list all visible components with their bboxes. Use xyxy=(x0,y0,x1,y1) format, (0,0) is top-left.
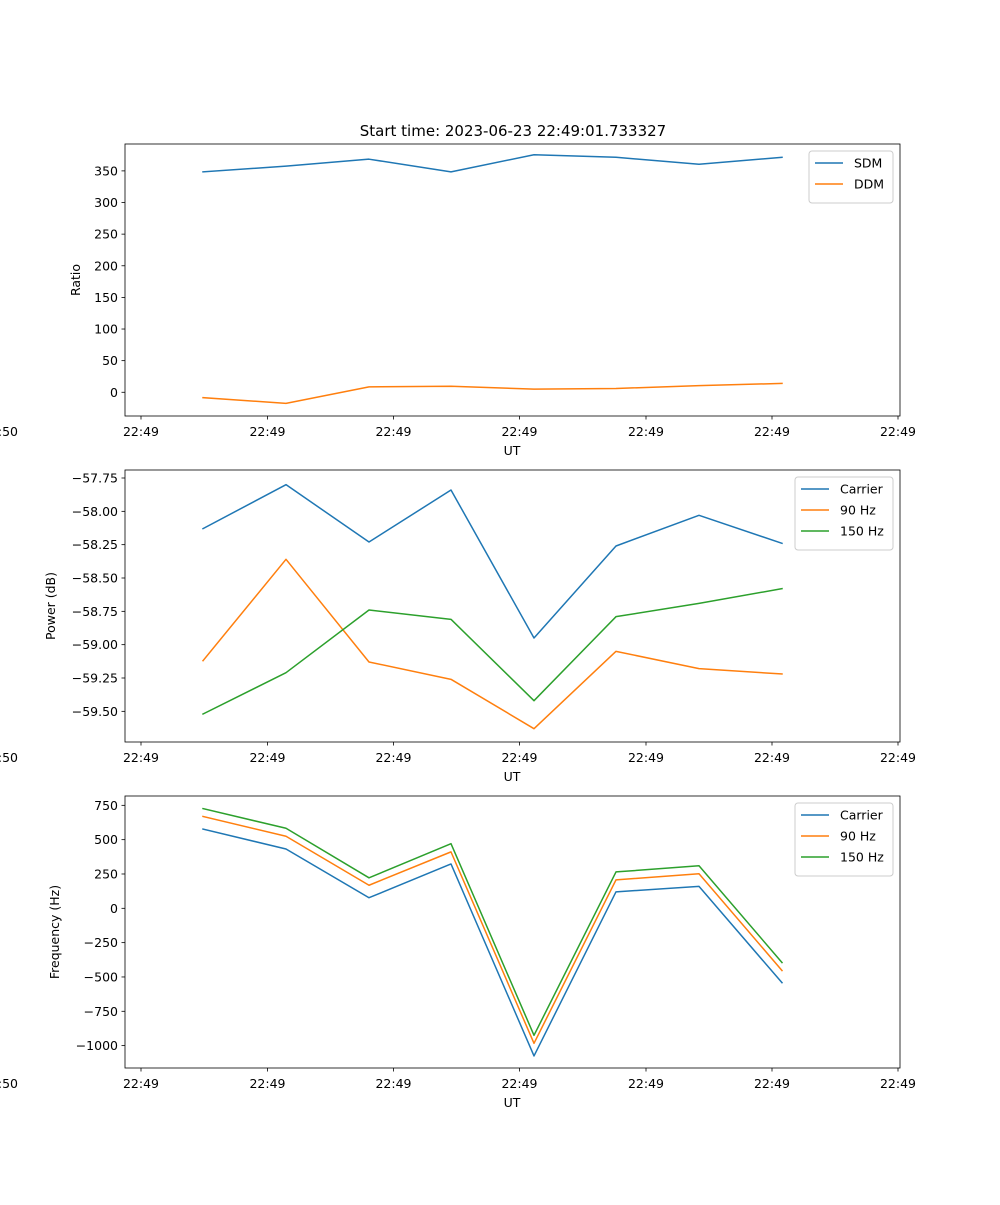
y-tick-label: −58.75 xyxy=(72,604,118,619)
y-tick-label: 200 xyxy=(94,258,118,273)
y-tick-label: 0 xyxy=(110,385,118,400)
legend-label: DDM xyxy=(854,177,884,192)
x-tick-label: 22:49 xyxy=(249,750,285,765)
legend-label: 90 Hz xyxy=(840,503,876,518)
x-axis-label: UT xyxy=(504,1095,521,1110)
panels: 0 50 100 150 200 250 300 350 22:49 22:49 22:49 22:4… xyxy=(0,143,916,1110)
y-tick-label: −57.75 xyxy=(72,471,118,486)
x-tick-label: 22:49 xyxy=(754,750,790,765)
x-tick-label: 22:49 xyxy=(123,750,159,765)
x-tick-label: 22:49 xyxy=(880,424,916,439)
y-tick-label: 250 xyxy=(94,866,118,881)
y-axis-label: Power (dB) xyxy=(43,572,58,640)
legend-label: 150 Hz xyxy=(840,524,884,539)
legend-label: Carrier xyxy=(840,482,884,497)
x-tick-label: 22:49 xyxy=(501,1076,537,1091)
series-line-90-hz xyxy=(202,815,784,1045)
axes-frame xyxy=(124,795,901,1069)
y-tick-label: 0 xyxy=(110,901,118,916)
legend-label: 90 Hz xyxy=(840,829,876,844)
series-line-carrier xyxy=(202,828,784,1057)
series-line-ddm xyxy=(202,382,783,405)
legend-box xyxy=(808,150,894,204)
y-tick-label: −58.00 xyxy=(72,504,118,519)
legend-label: SDM xyxy=(854,156,882,171)
y-tick-label: 300 xyxy=(94,195,118,210)
x-tick-label: 22:49 xyxy=(880,1076,916,1091)
y-tick-label: −250 xyxy=(84,935,118,950)
x-tick-label: 22:49 xyxy=(375,1076,411,1091)
y-tick-label: 500 xyxy=(94,832,118,847)
x-tick-label: 22:49 xyxy=(249,1076,285,1091)
y-tick-label: 150 xyxy=(94,290,118,305)
y-tick-label: −1000 xyxy=(76,1038,118,1053)
x-tick-label: 22:49 xyxy=(880,750,916,765)
chart-title: Start time: 2023-06-23 22:49:01.733327 xyxy=(360,122,666,140)
y-tick-label: −59.25 xyxy=(72,671,118,686)
x-tick-label: 22:49 xyxy=(375,424,411,439)
legend-label: Carrier xyxy=(840,808,884,823)
y-tick-label: 50 xyxy=(102,353,118,368)
axes-frame xyxy=(124,469,901,743)
x-tick-label: 22:49 xyxy=(628,750,664,765)
legend: Carrier 90 Hz 150 Hz xyxy=(794,476,894,551)
y-axis-label: Frequency (Hz) xyxy=(47,885,62,979)
y-tick-label: 100 xyxy=(94,322,118,337)
x-tick-label: 22:49 xyxy=(628,424,664,439)
subplot-3: −1000 −750 −500 −250 0 250 500 750 22:49 22:49 22:… xyxy=(0,795,916,1110)
series-line-150-hz xyxy=(201,587,783,716)
legend: Carrier 90 Hz 150 Hz xyxy=(794,802,894,877)
y-axis-label: Ratio xyxy=(68,264,83,296)
legend-label: 150 Hz xyxy=(840,850,884,865)
x-tick-label: 22:49 xyxy=(754,424,790,439)
x-tick-label: 22:49 xyxy=(501,750,537,765)
x-tick-label: 22:49 xyxy=(754,1076,790,1091)
y-tick-label: −750 xyxy=(84,1004,118,1019)
series-line-150-hz xyxy=(202,807,784,1037)
axes-frame xyxy=(124,143,901,417)
y-tick-label: 350 xyxy=(94,163,118,178)
y-tick-label: −58.25 xyxy=(72,537,118,552)
x-tick-label: 22:50 xyxy=(0,424,18,439)
x-tick-label: 22:49 xyxy=(375,750,411,765)
x-axis-label: UT xyxy=(504,443,521,458)
series-line-90-hz xyxy=(201,558,783,730)
y-tick-label: 250 xyxy=(94,227,118,242)
x-tick-label: 22:49 xyxy=(249,424,285,439)
x-tick-label: 22:49 xyxy=(123,424,159,439)
y-tick-label: −58.50 xyxy=(72,571,118,586)
y-tick-label: 750 xyxy=(94,798,118,813)
y-tick-label: −500 xyxy=(84,969,118,984)
x-tick-label: 22:50 xyxy=(0,1076,18,1091)
y-tick-label: −59.00 xyxy=(72,637,118,652)
x-tick-label: 22:50 xyxy=(0,750,18,765)
x-tick-label: 22:49 xyxy=(628,1076,664,1091)
subplot-1: 0 50 100 150 200 250 300 350 22:49 22:49 22:49 22:4… xyxy=(0,143,916,458)
subplot-2: −59.50 −59.25 −59.00 −58.75 −58.50 −58.25 −58.… xyxy=(0,469,916,784)
series-line-carrier xyxy=(201,483,783,639)
x-tick-label: 22:49 xyxy=(501,424,537,439)
legend: SDM DDM xyxy=(808,150,894,204)
y-tick-label: −59.50 xyxy=(72,704,118,719)
x-tick-label: 22:49 xyxy=(123,1076,159,1091)
series-line-sdm xyxy=(202,154,783,173)
x-axis-label: UT xyxy=(504,769,521,784)
